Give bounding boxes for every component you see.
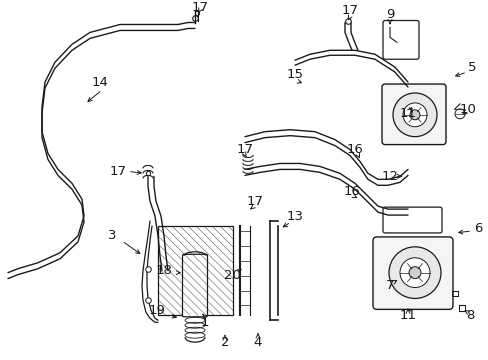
- Text: 9: 9: [385, 8, 393, 21]
- Circle shape: [402, 103, 426, 127]
- Text: 17: 17: [246, 195, 263, 208]
- Text: 5: 5: [467, 61, 475, 74]
- Text: 18: 18: [155, 264, 172, 277]
- Bar: [158, 226, 232, 315]
- Text: 20: 20: [223, 269, 240, 282]
- FancyBboxPatch shape: [182, 254, 207, 317]
- Text: 2: 2: [220, 336, 229, 348]
- Text: 1: 1: [201, 316, 209, 329]
- Text: 6: 6: [473, 222, 481, 235]
- Text: 15: 15: [286, 68, 303, 81]
- Text: 3: 3: [107, 229, 116, 242]
- Text: 17: 17: [341, 4, 358, 17]
- Circle shape: [454, 109, 464, 119]
- Circle shape: [408, 267, 420, 279]
- Text: 8: 8: [465, 309, 473, 322]
- Text: 7: 7: [385, 279, 393, 292]
- Text: 4: 4: [253, 336, 262, 348]
- Text: 17: 17: [236, 143, 253, 156]
- FancyBboxPatch shape: [381, 84, 445, 145]
- Circle shape: [409, 110, 419, 120]
- Text: 17: 17: [191, 1, 208, 14]
- Text: 19: 19: [148, 304, 164, 317]
- Text: 16: 16: [346, 143, 363, 156]
- Text: 16: 16: [343, 185, 360, 198]
- Text: 10: 10: [459, 103, 475, 116]
- Text: 17: 17: [109, 165, 126, 178]
- Text: 13: 13: [286, 210, 303, 222]
- Circle shape: [399, 258, 429, 288]
- FancyBboxPatch shape: [382, 207, 441, 233]
- Circle shape: [388, 247, 440, 298]
- FancyBboxPatch shape: [372, 237, 452, 309]
- Text: 14: 14: [91, 76, 108, 89]
- Text: 11: 11: [399, 107, 416, 120]
- Text: 12: 12: [381, 170, 398, 183]
- FancyBboxPatch shape: [382, 21, 418, 59]
- Text: 11: 11: [399, 309, 416, 322]
- Circle shape: [392, 93, 436, 137]
